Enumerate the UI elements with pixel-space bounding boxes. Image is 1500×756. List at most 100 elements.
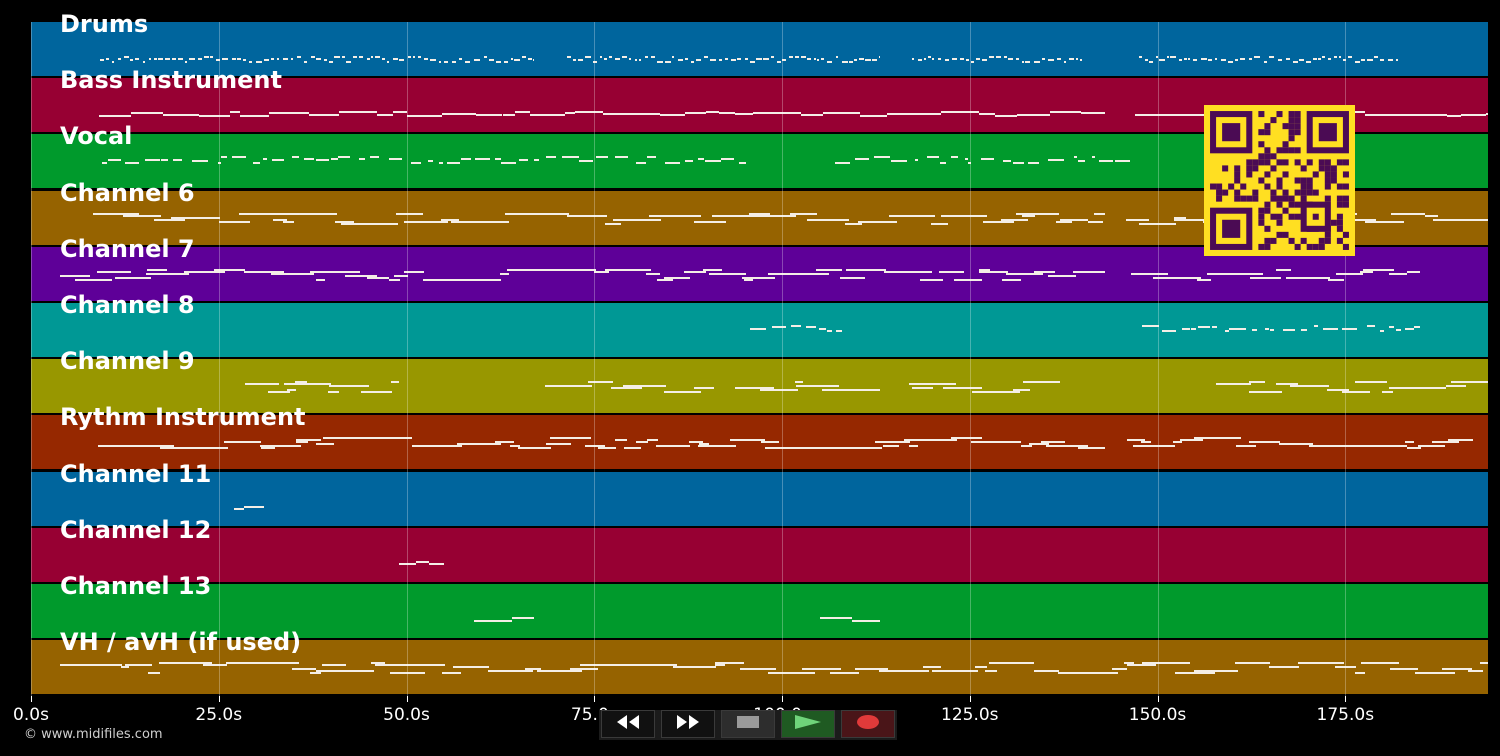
midi-note bbox=[1161, 330, 1176, 333]
midi-note bbox=[744, 278, 753, 281]
midi-note bbox=[685, 112, 706, 115]
play-button[interactable] bbox=[781, 710, 835, 738]
midi-note bbox=[390, 672, 425, 675]
midi-note bbox=[840, 276, 866, 279]
midi-note bbox=[1380, 330, 1384, 333]
play-icon bbox=[793, 713, 823, 735]
midi-note bbox=[1370, 445, 1407, 448]
fast-forward-button[interactable] bbox=[661, 710, 715, 738]
midi-note bbox=[518, 158, 528, 161]
midi-note bbox=[725, 57, 728, 60]
midi-note bbox=[1383, 114, 1415, 117]
midi-note bbox=[226, 662, 274, 665]
midi-note bbox=[971, 391, 1010, 394]
midi-note bbox=[1148, 60, 1153, 63]
midi-note bbox=[375, 56, 380, 58]
midi-note bbox=[1362, 268, 1395, 271]
midi-note bbox=[1040, 441, 1066, 444]
midi-note bbox=[153, 57, 157, 60]
midi-note bbox=[1012, 662, 1035, 665]
midi-note bbox=[1034, 270, 1056, 273]
tick-label: 25.0s bbox=[195, 705, 243, 725]
midi-note bbox=[821, 57, 824, 60]
midi-note bbox=[803, 272, 829, 275]
midi-note bbox=[1029, 443, 1050, 446]
midi-note bbox=[742, 276, 776, 279]
midi-note bbox=[1366, 325, 1375, 327]
grid-line bbox=[1157, 22, 1159, 696]
midi-note bbox=[941, 214, 987, 217]
midi-note bbox=[1206, 272, 1231, 275]
midi-note bbox=[260, 447, 276, 450]
midi-note bbox=[1359, 270, 1373, 273]
midi-note bbox=[659, 114, 686, 117]
midi-note bbox=[184, 270, 226, 273]
midi-note bbox=[845, 222, 862, 225]
midi-note bbox=[695, 59, 701, 61]
midi-note bbox=[1034, 670, 1060, 673]
midi-note bbox=[1318, 57, 1322, 60]
midi-note bbox=[423, 278, 469, 281]
stop-button[interactable] bbox=[721, 710, 775, 738]
midi-note bbox=[59, 664, 108, 667]
midi-note bbox=[1197, 326, 1210, 329]
midi-note bbox=[101, 161, 108, 164]
midi-note bbox=[750, 327, 767, 330]
midi-note bbox=[273, 218, 288, 221]
midi-note bbox=[702, 268, 723, 271]
midi-note bbox=[848, 60, 853, 63]
tick-label: 125.0s bbox=[941, 705, 999, 725]
midi-note bbox=[697, 157, 704, 160]
midi-note bbox=[837, 447, 883, 450]
midi-note bbox=[268, 391, 291, 394]
midi-note bbox=[981, 59, 987, 61]
midi-note bbox=[564, 112, 575, 115]
midi-note bbox=[1111, 668, 1127, 671]
midi-note bbox=[1000, 441, 1022, 444]
midi-note bbox=[709, 272, 746, 275]
track-label: Channel 13 bbox=[60, 572, 212, 600]
midi-note bbox=[1125, 218, 1149, 221]
midi-note bbox=[567, 56, 571, 58]
midi-note bbox=[795, 56, 799, 58]
track-label: Channel 9 bbox=[60, 347, 195, 376]
rewind-button[interactable] bbox=[601, 710, 655, 738]
midi-note bbox=[951, 437, 982, 440]
midi-note bbox=[515, 111, 531, 114]
midi-note bbox=[546, 443, 571, 446]
midi-note bbox=[315, 57, 322, 60]
midi-note bbox=[406, 664, 445, 667]
midi-note bbox=[1390, 668, 1418, 671]
midi-note bbox=[1058, 672, 1068, 675]
midi-note bbox=[645, 272, 660, 275]
midi-note bbox=[570, 668, 598, 671]
midi-note bbox=[1013, 389, 1031, 392]
midi-note bbox=[985, 670, 998, 673]
midi-note bbox=[819, 617, 853, 619]
midi-note bbox=[1048, 59, 1054, 61]
midi-note bbox=[322, 664, 346, 667]
midi-note bbox=[170, 216, 215, 219]
midi-note bbox=[760, 441, 779, 444]
midi-note bbox=[215, 447, 229, 450]
midi-note bbox=[320, 114, 340, 117]
midi-note bbox=[841, 60, 848, 63]
midi-note bbox=[801, 56, 806, 58]
fast-forward-icon bbox=[673, 714, 703, 734]
midi-note bbox=[1415, 672, 1456, 675]
midi-note bbox=[1277, 59, 1283, 61]
midi-note bbox=[1322, 56, 1326, 58]
midi-note bbox=[370, 56, 374, 58]
midi-note bbox=[574, 111, 604, 114]
midi-note bbox=[523, 617, 535, 619]
midi-note bbox=[772, 326, 787, 329]
midi-note bbox=[427, 160, 433, 163]
midi-note bbox=[123, 56, 129, 58]
midi-note bbox=[342, 56, 345, 58]
midi-note bbox=[694, 220, 727, 223]
midi-note bbox=[530, 114, 565, 117]
midi-note bbox=[1003, 56, 1007, 58]
midi-note bbox=[989, 662, 1013, 665]
record-button[interactable] bbox=[841, 710, 895, 738]
midi-note bbox=[657, 60, 663, 63]
